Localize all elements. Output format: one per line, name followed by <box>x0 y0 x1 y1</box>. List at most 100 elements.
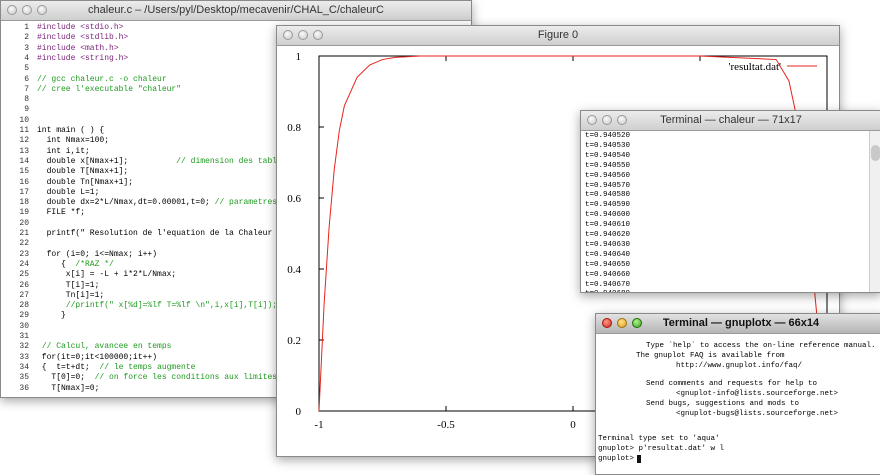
code-comment: // cree l'executable "chaleur" <box>37 85 181 94</box>
line-number: 32 <box>1 342 29 352</box>
legend-label: 'resultat.dat' <box>728 61 781 73</box>
minimize-button[interactable] <box>617 318 627 328</box>
code-token: x[i] = -L + i*2*L/Nmax; <box>37 270 176 279</box>
scroll-thumb[interactable] <box>871 145 880 161</box>
x-tick-label: 0 <box>570 419 576 431</box>
line-number: 18 <box>1 198 29 208</box>
code-text: #include <stdlib.h> <box>37 33 128 43</box>
cursor <box>637 455 641 463</box>
zoom-button[interactable] <box>632 318 642 328</box>
code-text: int i,it; <box>37 147 90 157</box>
minimize-button[interactable] <box>602 115 612 125</box>
code-text: // Calcul, avancee en temps <box>37 342 171 352</box>
close-button[interactable] <box>587 115 597 125</box>
line-number: 30 <box>1 322 29 332</box>
line-number: 8 <box>1 95 29 105</box>
terminal-line: t=0.940660 <box>585 271 630 281</box>
y-tick-label: 0.8 <box>287 122 301 134</box>
code-token: FILE *f; <box>37 208 85 217</box>
window-title: Terminal — chaleur — 71x17 <box>660 114 802 126</box>
terminal-line: Type `help` to access the on-line refere… <box>646 342 876 352</box>
line-number: 10 <box>1 116 29 126</box>
terminal-line: gnuplot> p'resultat.dat' w l <box>598 445 724 455</box>
code-token: T[Nmax]=0; <box>37 384 99 393</box>
terminal-line: Send comments and requests for help to <box>646 380 817 390</box>
close-button[interactable] <box>283 30 293 40</box>
code-text: x[i] = -L + i*2*L/Nmax; <box>37 270 176 280</box>
terminal-line: t=0.940520 <box>585 132 630 142</box>
title-bar: Figure 0 <box>277 26 839 46</box>
line-number: 16 <box>1 178 29 188</box>
code-text: for(it=0;it<100000;it++) <box>37 353 157 363</box>
code-token: for (i=0; i<=Nmax; i++) <box>37 250 157 259</box>
y-tick-label: 0.6 <box>287 193 301 205</box>
zoom-button[interactable] <box>37 5 47 15</box>
code-text: double x[Nmax+1]; // dimension des table <box>37 157 282 167</box>
zoom-button[interactable] <box>617 115 627 125</box>
code-text: } <box>37 311 66 321</box>
code-text: T[Nmax]=0; <box>37 384 99 394</box>
code-token: #include <stdlib.h> <box>37 33 128 42</box>
code-token: int Nmax=100; <box>37 136 109 145</box>
minimize-button[interactable] <box>298 30 308 40</box>
terminal-line: http://www.gnuplot.info/faq/ <box>676 362 802 372</box>
terminal-line: The gnuplot FAQ is available from <box>636 352 785 362</box>
terminal-output: Type `help` to access the on-line refere… <box>596 334 880 474</box>
code-text: // gcc chaleur.c -o chaleur <box>37 75 167 85</box>
line-number: 6 <box>1 75 29 85</box>
line-number: 26 <box>1 281 29 291</box>
terminal-line: t=0.940540 <box>585 152 630 162</box>
zoom-button[interactable] <box>313 30 323 40</box>
line-number: 27 <box>1 291 29 301</box>
line-number: 33 <box>1 353 29 363</box>
line-number: 34 <box>1 363 29 373</box>
code-token: } <box>37 311 66 320</box>
code-text: int main ( ) { <box>37 126 104 136</box>
minimize-button[interactable] <box>22 5 32 15</box>
line-number: 35 <box>1 373 29 383</box>
code-text: #include <stdio.h> <box>37 23 123 33</box>
code-text: Tn[i]=1; <box>37 291 104 301</box>
terminal-line: t=0.940560 <box>585 172 630 182</box>
code-text: //printf(" x[%d]=%lf T=%lf \n",i,x[i],T[… <box>37 301 277 311</box>
code-token: double Tn[Nmax+1]; <box>37 178 133 187</box>
code-token <box>37 301 66 310</box>
line-number: 5 <box>1 64 29 74</box>
code-text: double T[Nmax+1]; <box>37 167 128 177</box>
code-comment: // dimension des table <box>176 157 282 166</box>
terminal-line: t=0.940570 <box>585 182 630 192</box>
code-token: #include <math.h> <box>37 44 119 53</box>
code-comment: // Calcul, avancee en temps <box>42 342 172 351</box>
terminal-line: t=0.940530 <box>585 142 630 152</box>
code-token: #include <stdio.h> <box>37 23 123 32</box>
code-token: for(it=0;it<100000;it++) <box>37 353 157 362</box>
title-bar: chaleur.c – /Users/pyl/Desktop/mecavenir… <box>1 1 471 21</box>
terminal-line: t=0.940620 <box>585 231 630 241</box>
close-button[interactable] <box>7 5 17 15</box>
window-title: Figure 0 <box>538 29 578 41</box>
code-text: double Tn[Nmax+1]; <box>37 178 133 188</box>
code-text: int Nmax=100; <box>37 136 109 146</box>
code-token: double L=1; <box>37 188 99 197</box>
screen: chaleur.c – /Users/pyl/Desktop/mecavenir… <box>0 0 880 467</box>
line-number: 13 <box>1 147 29 157</box>
line-number: 3 <box>1 44 29 54</box>
line-number: 15 <box>1 167 29 177</box>
code-text: double dx=2*L/Nmax,dt=0.00001,t=0; // pa… <box>37 198 277 208</box>
line-number: 36 <box>1 384 29 394</box>
line-number: 28 <box>1 301 29 311</box>
line-number: 19 <box>1 208 29 218</box>
line-number: 24 <box>1 260 29 270</box>
scrollbar[interactable] <box>869 131 880 292</box>
code-token: int i,it; <box>37 147 90 156</box>
code-comment: // parametres <box>215 198 277 207</box>
terminal-window: Terminal — chaleur — 71x17 t=0.940520t=0… <box>580 110 880 293</box>
code-token: { t=t+dt; <box>37 363 99 372</box>
line-number: 17 <box>1 188 29 198</box>
code-token: double dx=2*L/Nmax,dt=0.00001,t=0; <box>37 198 215 207</box>
y-tick-label: 0.2 <box>287 335 301 347</box>
close-button[interactable] <box>602 318 612 328</box>
terminal-line: Send bugs, suggestions and mods to <box>646 400 799 410</box>
code-text: #include <math.h> <box>37 44 119 54</box>
code-token: printf(" Resolution de l'equation de la … <box>37 229 282 238</box>
